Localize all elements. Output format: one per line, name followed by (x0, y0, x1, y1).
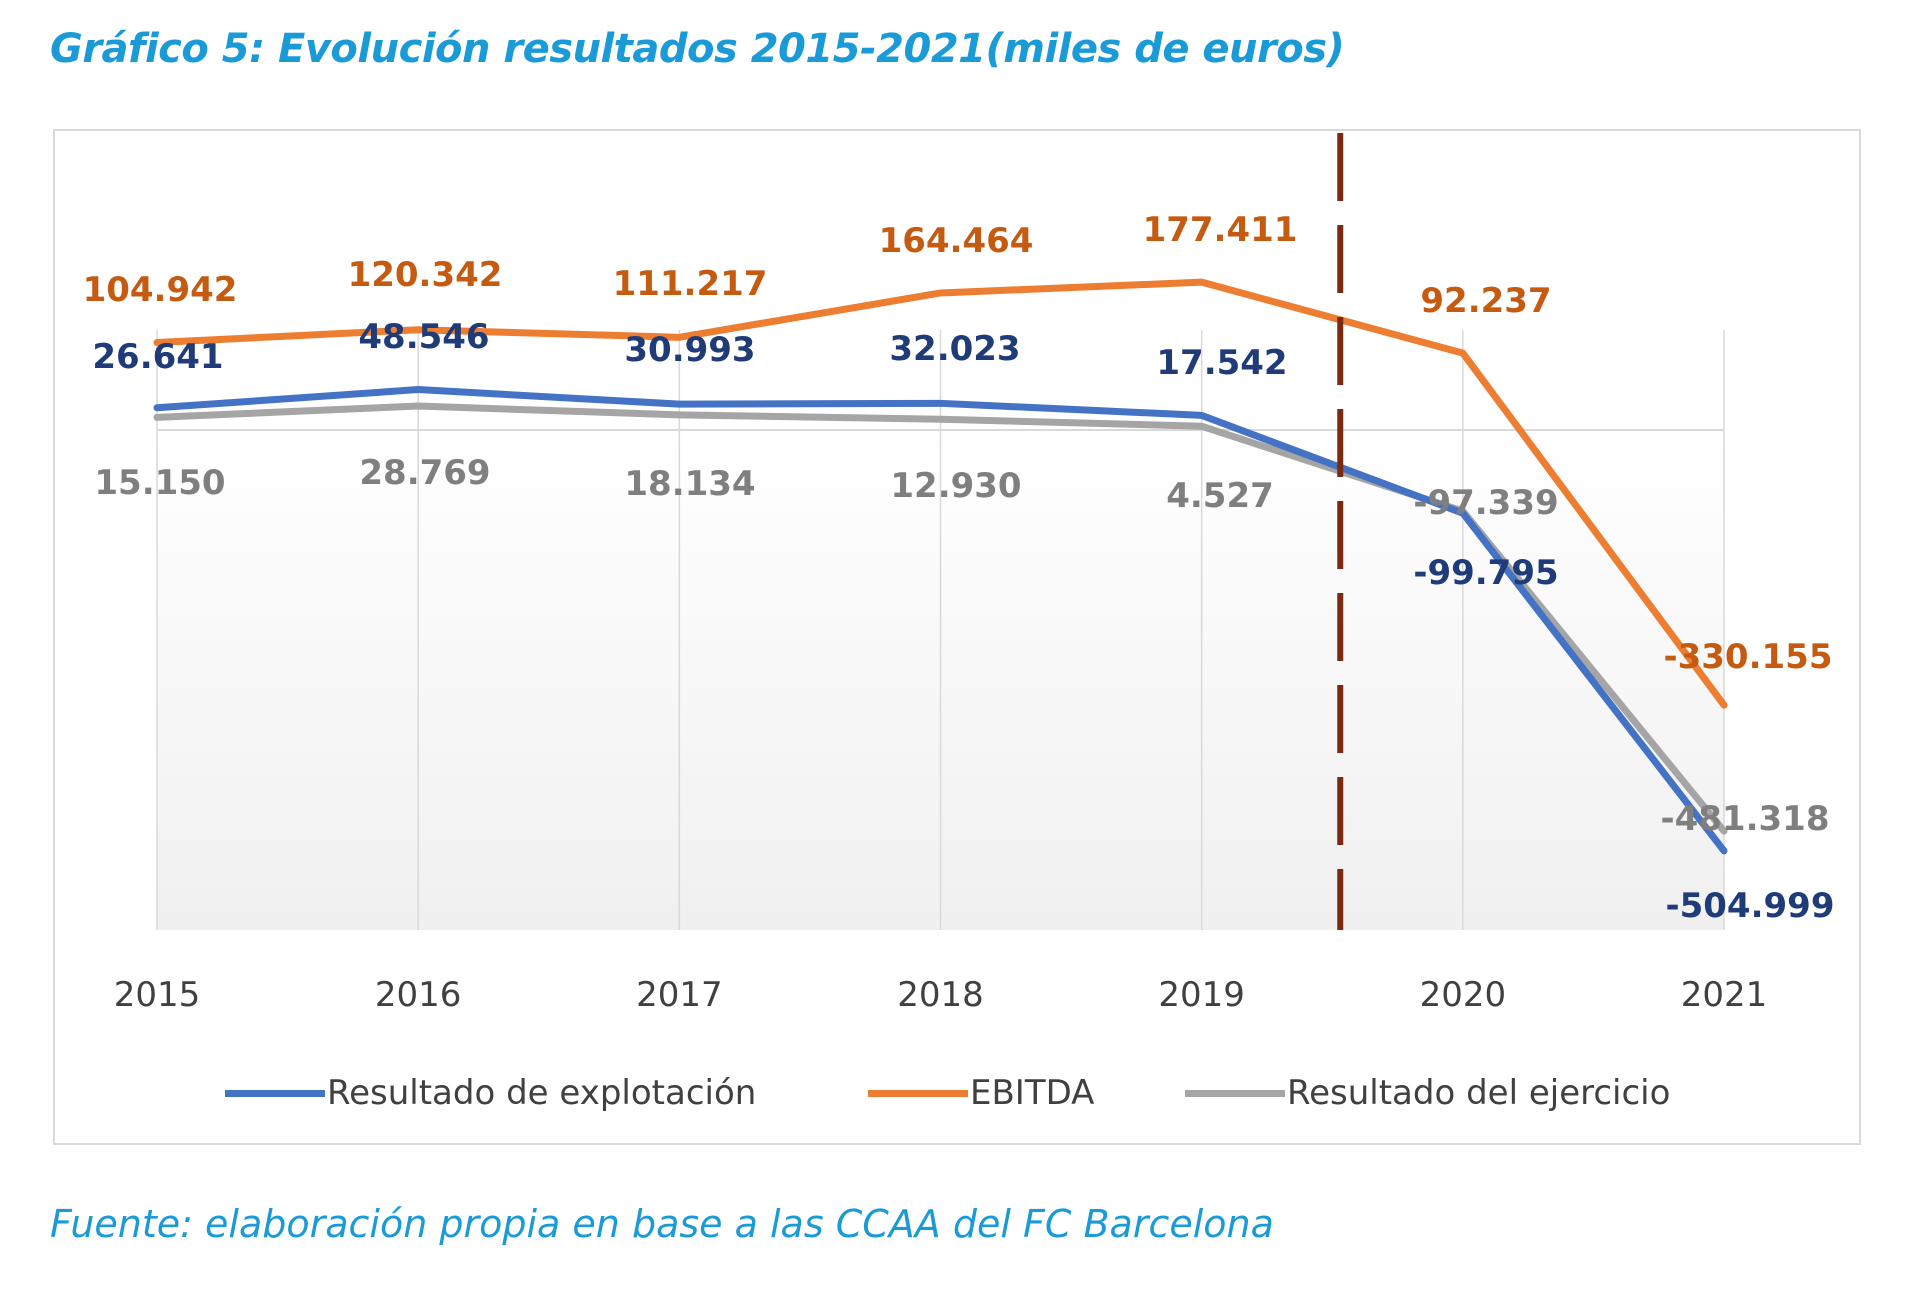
x-tick-label-2016: 2016 (375, 975, 462, 1015)
legend-swatch-gray (1185, 1089, 1285, 1097)
data-label: 17.542 (1156, 343, 1287, 383)
series-line-resultado-de-explotación (153, 386, 1728, 855)
x-tick-label-2020: 2020 (1420, 975, 1507, 1015)
data-label: 111.217 (613, 264, 768, 304)
x-tick-label-2018: 2018 (897, 975, 984, 1015)
data-label: 32.023 (889, 329, 1020, 369)
data-label: 28.769 (359, 453, 490, 493)
x-tick-label-2015: 2015 (114, 975, 201, 1015)
chart-title: Gráfico 5: Evolución resultados 2015-202… (50, 26, 1345, 72)
data-label: 120.342 (348, 255, 503, 295)
data-label: 30.993 (624, 330, 755, 370)
data-label: 15.150 (94, 463, 225, 503)
data-label: -97.339 (1413, 483, 1558, 523)
data-label: -481.318 (1661, 799, 1830, 839)
data-label: 4.527 (1166, 476, 1274, 516)
chart-legend: Resultado de explotación EBITDA Resultad… (0, 1070, 1920, 1116)
data-label: 12.930 (890, 466, 1021, 506)
x-tick-label-2019: 2019 (1158, 975, 1245, 1015)
legend-label: Resultado de explotación (327, 1073, 757, 1113)
series-line-ebitda (153, 278, 1728, 709)
x-tick-label-2021: 2021 (1681, 975, 1768, 1015)
data-label: 18.134 (624, 464, 755, 504)
legend-item-resultado-explotacion[interactable]: Resultado de explotación (225, 1070, 756, 1116)
legend-swatch-orange (868, 1089, 968, 1097)
legend-label: Resultado del ejercicio (1287, 1073, 1671, 1113)
data-label: -330.155 (1664, 637, 1833, 677)
data-label: 104.942 (83, 270, 238, 310)
data-label: -99.795 (1413, 553, 1558, 593)
data-label: 26.641 (92, 337, 223, 377)
legend-item-ebitda[interactable]: EBITDA (868, 1070, 1094, 1116)
legend-label: EBITDA (970, 1073, 1095, 1113)
source-note: Fuente: elaboración propia en base a las… (50, 1202, 1274, 1246)
data-label: -504.999 (1666, 886, 1835, 926)
x-tick-label-2017: 2017 (636, 975, 723, 1015)
data-label: 92.237 (1420, 281, 1551, 321)
legend-item-resultado-ejercicio[interactable]: Resultado del ejercicio (1185, 1070, 1670, 1116)
data-label: 164.464 (879, 221, 1034, 261)
data-label: 48.546 (358, 317, 489, 357)
data-label: 177.411 (1143, 210, 1298, 250)
legend-swatch-blue (225, 1089, 325, 1097)
